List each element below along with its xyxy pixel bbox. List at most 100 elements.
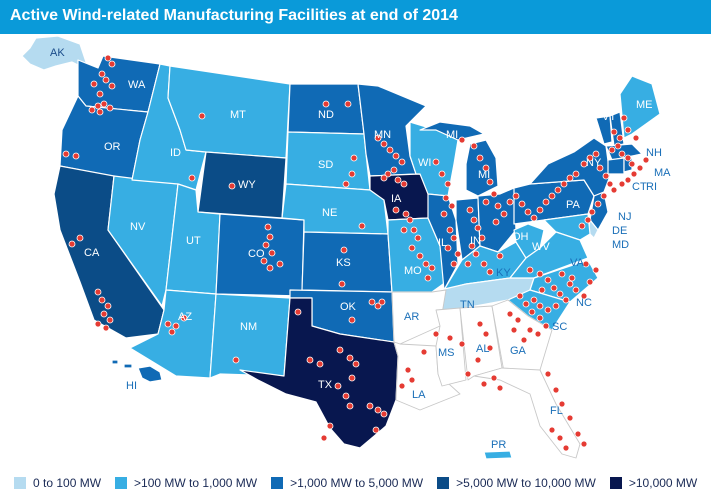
facility-marker: [404, 366, 412, 374]
facility-marker: [618, 150, 626, 158]
facility-marker: [338, 280, 346, 288]
facility-marker: [346, 354, 354, 362]
state-tx[interactable]: [239, 297, 399, 449]
facility-marker: [506, 310, 514, 318]
label-nh: NH: [646, 147, 662, 159]
facility-marker: [592, 150, 600, 158]
state-fl[interactable]: [473, 367, 581, 459]
label-nc: NC: [576, 297, 592, 309]
facility-marker: [606, 180, 614, 188]
facility-marker: [472, 250, 480, 258]
state-mt[interactable]: [167, 65, 291, 159]
facility-marker: [642, 156, 650, 164]
facility-marker: [106, 104, 114, 112]
facility-marker: [550, 284, 558, 292]
label-ma: MA: [654, 167, 671, 179]
facility-marker: [422, 260, 430, 268]
facility-marker: [536, 314, 544, 322]
facility-marker: [574, 430, 582, 438]
facility-marker: [544, 276, 552, 284]
state-la[interactable]: [393, 341, 461, 411]
label-wv: WV: [532, 241, 550, 253]
label-mo: MO: [404, 265, 422, 277]
state-me[interactable]: [619, 75, 661, 139]
label-ne: NE: [322, 207, 337, 219]
facility-marker: [470, 142, 478, 150]
facility-marker: [340, 246, 348, 254]
legend-item: >100 MW to 1,000 MW: [115, 476, 257, 490]
facility-marker: [416, 252, 424, 260]
facility-marker: [232, 356, 240, 364]
facility-marker: [636, 164, 644, 172]
legend-label: >5,000 MW to 10,000 MW: [456, 476, 596, 490]
state-pr[interactable]: [483, 450, 513, 460]
facility-marker: [562, 444, 570, 452]
state-wa[interactable]: [77, 55, 161, 113]
label-sc: SC: [552, 321, 567, 333]
facility-marker: [444, 244, 452, 252]
facility-marker: [336, 346, 344, 354]
facility-marker: [104, 54, 112, 62]
state-ak[interactable]: [21, 35, 95, 71]
facility-marker: [490, 190, 498, 198]
facility-marker: [538, 286, 546, 294]
facility-marker: [458, 136, 466, 144]
facility-marker: [348, 170, 356, 178]
facility-marker: [586, 154, 594, 162]
facility-marker: [568, 274, 576, 282]
facility-marker: [108, 60, 116, 68]
label-mi: MI: [478, 169, 490, 181]
facility-marker: [624, 126, 632, 134]
facility-marker: [100, 310, 108, 318]
state-vt[interactable]: [595, 115, 613, 145]
facility-marker: [266, 264, 274, 272]
label-oh: OH: [512, 231, 529, 243]
facility-marker: [512, 192, 520, 200]
facility-marker: [616, 134, 624, 142]
label-pa: PA: [566, 199, 581, 211]
facility-marker: [96, 108, 104, 116]
state-hi-2[interactable]: [123, 363, 133, 369]
state-nc[interactable]: [529, 259, 599, 303]
state-nm[interactable]: [209, 293, 291, 379]
facility-marker: [474, 224, 482, 232]
legend-swatch: [437, 477, 450, 489]
state-md[interactable]: [543, 213, 591, 241]
state-hi-3[interactable]: [137, 365, 163, 383]
facility-marker: [276, 260, 284, 268]
facility-marker: [380, 140, 388, 148]
facility-marker: [96, 90, 104, 98]
state-mi[interactable]: [465, 139, 499, 197]
facility-marker: [630, 170, 638, 178]
facility-marker: [596, 164, 604, 172]
state-nj[interactable]: [589, 191, 609, 231]
facility-marker: [480, 380, 488, 388]
facility-marker: [482, 330, 490, 338]
label-va: VA: [570, 257, 585, 269]
facility-marker: [346, 402, 354, 410]
state-il[interactable]: [427, 193, 459, 291]
facility-marker: [408, 244, 416, 252]
facility-marker: [424, 274, 432, 282]
label-ca: CA: [84, 247, 100, 259]
label-mi-up: MI: [446, 129, 458, 141]
legend-swatch: [115, 477, 128, 489]
facility-marker: [386, 146, 394, 154]
facility-marker: [600, 192, 608, 200]
label-co: CO: [248, 248, 265, 260]
facility-marker: [350, 154, 358, 162]
facility-marker: [358, 222, 366, 230]
state-va[interactable]: [509, 231, 589, 279]
state-ct[interactable]: [607, 157, 625, 175]
facility-marker: [348, 374, 356, 382]
state-hi-1[interactable]: [111, 359, 119, 365]
facility-marker: [552, 386, 560, 394]
facility-marker: [542, 198, 550, 206]
facility-marker: [474, 356, 482, 364]
facility-marker: [384, 170, 392, 178]
facility-marker: [486, 178, 494, 186]
facility-marker: [432, 158, 440, 166]
label-nm: NM: [240, 321, 257, 333]
facility-marker: [414, 234, 422, 242]
state-mi-up[interactable]: [419, 121, 485, 141]
